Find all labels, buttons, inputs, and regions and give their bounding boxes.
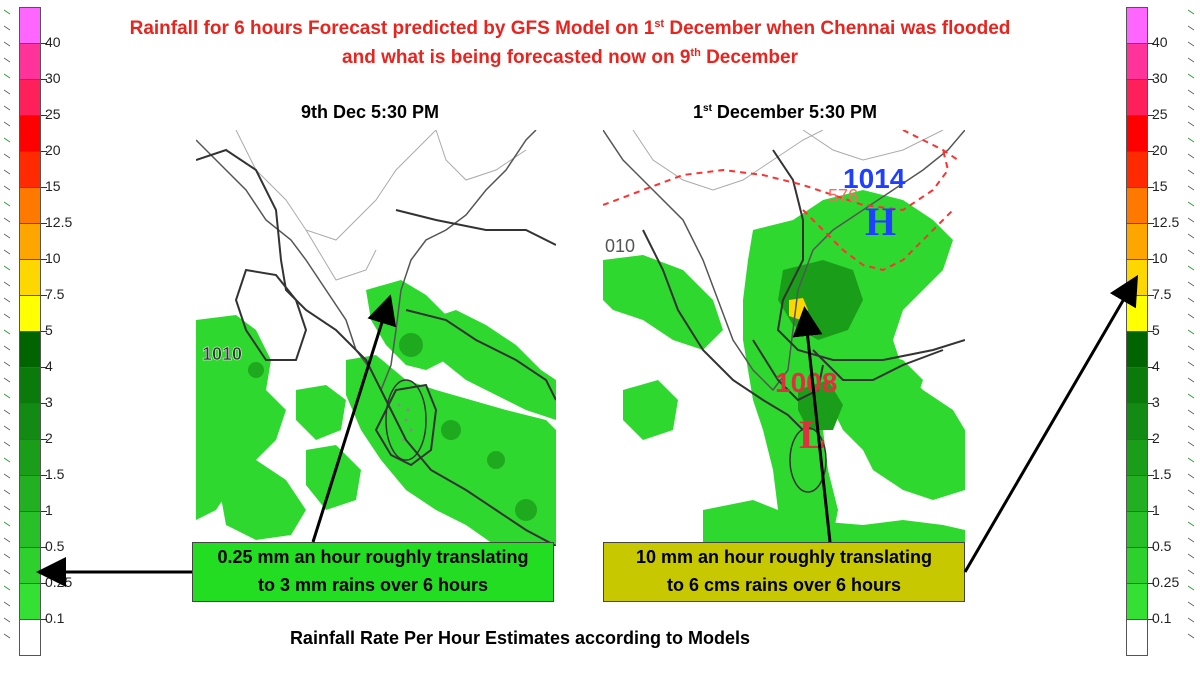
page-title: Rainfall for 6 hours Forecast predicted … xyxy=(100,14,1040,72)
scale-label: 40 xyxy=(45,34,61,50)
scale-tick xyxy=(41,331,47,332)
scale-tick xyxy=(1148,151,1154,152)
rainfall-color-scale-left: 40 30 25 20 15 12.5 10 7.5 5 4 3 2 1.5 1 0.5 0.25 0.1 xyxy=(19,7,72,657)
scale-tick xyxy=(41,79,47,80)
scale-tick xyxy=(41,367,47,368)
scale-label: 25 xyxy=(45,106,61,122)
scale-label: 25 xyxy=(1152,106,1168,122)
scale-tick xyxy=(41,115,47,116)
scale-tick xyxy=(1148,295,1154,296)
scale-label: 12.5 xyxy=(1152,214,1180,230)
right-isobar-label: 010 xyxy=(605,236,635,256)
scale-label: 2 xyxy=(1152,430,1160,446)
scale-label: 3 xyxy=(45,394,53,410)
scale-label: 0.5 xyxy=(45,538,65,554)
scale-label: 4 xyxy=(1152,358,1160,374)
scale-tick xyxy=(41,43,47,44)
scale-tick xyxy=(1148,583,1154,584)
high-pressure-letter: H xyxy=(865,199,896,244)
left-callout-line-1: 0.25 mm an hour roughly translating xyxy=(217,547,529,567)
scale-label: 15 xyxy=(45,178,61,194)
scale-tick xyxy=(1148,187,1154,188)
scale-segment xyxy=(19,619,41,656)
scale-tick xyxy=(1148,115,1154,116)
scale-tick xyxy=(1148,259,1154,260)
scale-tick xyxy=(41,223,47,224)
scale-tick xyxy=(41,151,47,152)
right-contour-label: 576 xyxy=(828,186,858,206)
scale-tick xyxy=(1148,223,1154,224)
scale-tick xyxy=(41,187,47,188)
scale-label: 1.5 xyxy=(45,466,65,482)
scale-label: 5 xyxy=(45,322,53,338)
scale-label: 3 xyxy=(1152,394,1160,410)
left-isobar-label: 1010 xyxy=(202,344,242,364)
scale-label: 0.5 xyxy=(1152,538,1172,554)
scale-tick xyxy=(1148,439,1154,440)
left-callout-box: 0.25 mm an hour roughly translating to 3… xyxy=(192,542,554,602)
scale-tick xyxy=(41,295,47,296)
scale-label: 0.1 xyxy=(45,610,65,626)
scale-label: 2 xyxy=(45,430,53,446)
scale-label: 10 xyxy=(1152,250,1168,266)
scale-label: 20 xyxy=(1152,142,1168,158)
right-scale-arrow xyxy=(963,274,1139,573)
right-callout-box: 10 mm an hour roughly translating to 6 c… xyxy=(603,542,965,602)
right-forecast-map: 576 010 1014 H 1008 L xyxy=(603,130,965,546)
right-panel-title: 1st December 5:30 PM xyxy=(693,102,877,122)
scale-tick xyxy=(1148,547,1154,548)
scale-label: 7.5 xyxy=(45,286,65,302)
scale-tick xyxy=(41,619,47,620)
left-callout-line-2: to 3 mm rains over 6 hours xyxy=(257,575,489,595)
scale-segment xyxy=(1126,619,1148,656)
scale-label: 5 xyxy=(1152,322,1160,338)
right-edge-marks xyxy=(1187,9,1195,639)
scale-tick xyxy=(1148,619,1154,620)
scale-label: 1 xyxy=(45,502,53,518)
right-callout-line-2: to 6 cms rains over 6 hours xyxy=(666,575,902,595)
scale-tick xyxy=(41,475,47,476)
scale-tick xyxy=(1148,403,1154,404)
scale-label: 7.5 xyxy=(1152,286,1172,302)
scale-tick xyxy=(41,511,47,512)
scale-tick xyxy=(41,403,47,404)
scale-tick xyxy=(1148,43,1154,44)
footer-caption: Rainfall Rate Per Hour Estimates accordi… xyxy=(289,628,751,648)
scale-tick xyxy=(1148,367,1154,368)
scale-tick xyxy=(41,547,47,548)
scale-label: 0.25 xyxy=(1152,574,1180,590)
scale-label: 1.5 xyxy=(1152,466,1172,482)
scale-tick xyxy=(1148,331,1154,332)
low-pressure-value: 1008 xyxy=(775,367,837,398)
scale-label: 1 xyxy=(1152,502,1160,518)
right-callout-line-1: 10 mm an hour roughly translating xyxy=(635,547,933,567)
scale-tick xyxy=(41,439,47,440)
title-line-2: and what is being forecasted now on 9th … xyxy=(342,47,798,68)
scale-label: 4 xyxy=(45,358,53,374)
scale-label: 40 xyxy=(1152,34,1168,50)
left-panel-title: 9th Dec 5:30 PM xyxy=(300,102,440,122)
scale-label: 30 xyxy=(45,70,61,86)
scale-tick xyxy=(1148,79,1154,80)
right-panel-arrow xyxy=(792,306,832,543)
rainfall-color-scale-right: 40 30 25 20 15 12.5 10 7.5 5 4 3 2 1.5 1 0.5 0.25 0.1 xyxy=(1126,7,1179,657)
left-panel-arrow xyxy=(311,294,397,543)
scale-label: 15 xyxy=(1152,178,1168,194)
scale-label: 12.5 xyxy=(45,214,73,230)
scale-tick xyxy=(1148,475,1154,476)
scale-label: 0.1 xyxy=(1152,610,1172,626)
left-edge-marks xyxy=(3,9,11,639)
high-pressure-value: 1014 xyxy=(843,163,906,194)
scale-tick xyxy=(41,259,47,260)
scale-label: 10 xyxy=(45,250,61,266)
scale-tick xyxy=(1148,511,1154,512)
title-line-1: Rainfall for 6 hours Forecast predicted … xyxy=(129,18,1011,39)
scale-label: 20 xyxy=(45,142,61,158)
scale-label: 30 xyxy=(1152,70,1168,86)
